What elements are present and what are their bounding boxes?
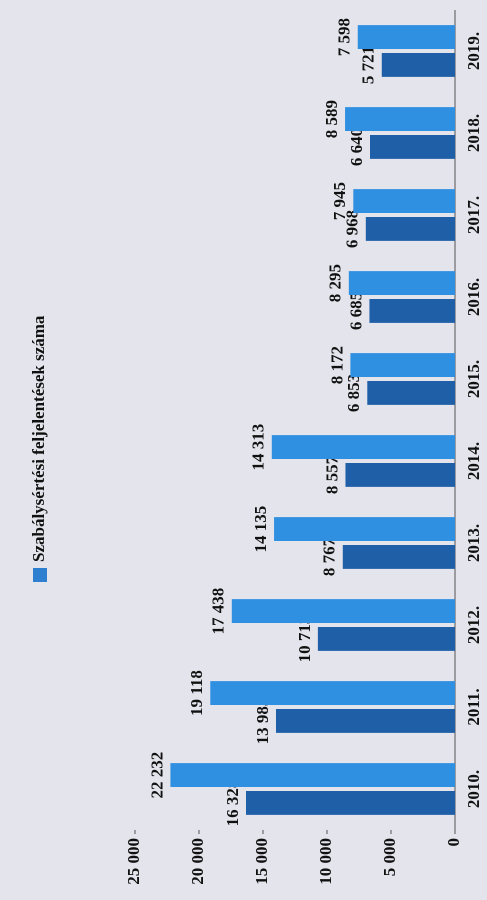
bar <box>232 599 455 623</box>
x-tick-label: 2017. <box>464 196 483 234</box>
bar <box>170 763 455 787</box>
x-tick-label: 2015. <box>464 360 483 398</box>
value-label: 8 767 <box>320 537 339 576</box>
x-tick-label: 2016. <box>464 278 483 316</box>
bar <box>350 353 455 377</box>
value-label: 7 598 <box>335 18 354 56</box>
y-tick-label: 5 000 <box>380 838 399 876</box>
bar <box>246 791 455 815</box>
y-tick-label: 25 000 <box>124 838 143 885</box>
bar <box>272 435 455 459</box>
value-label: 8 295 <box>326 264 345 302</box>
chart: Szabálysértési feljelentések száma 0 5 00… <box>0 0 487 900</box>
y-tick-label: 0 <box>444 838 463 847</box>
bar <box>318 627 455 651</box>
y-tick-label: 20 000 <box>188 838 207 885</box>
bar <box>366 217 455 241</box>
x-tick-label: 2010. <box>464 770 483 808</box>
bar <box>367 381 455 405</box>
value-label: 6 685 <box>346 292 365 330</box>
bar <box>369 299 455 323</box>
value-label: 8 557 <box>322 455 341 494</box>
value-label: 6 640 <box>347 128 366 166</box>
x-tick-label: 2013. <box>464 524 483 562</box>
bar <box>382 53 455 77</box>
x-tick-label: 2019. <box>464 32 483 70</box>
value-label: 8 172 <box>327 346 346 384</box>
bar <box>353 189 455 213</box>
bar <box>345 107 455 131</box>
value-label: 22 232 <box>147 752 166 799</box>
legend-marker <box>33 568 47 582</box>
value-label: 14 313 <box>249 424 268 471</box>
bar <box>358 25 455 49</box>
bar <box>345 463 455 487</box>
legend-label: Szabálysértési feljelentések száma <box>29 315 48 562</box>
bar <box>210 681 455 705</box>
value-label: 6 853 <box>344 374 363 412</box>
bar <box>274 517 455 541</box>
x-tick-label: 2014. <box>464 442 483 480</box>
value-label: 17 438 <box>209 588 228 635</box>
y-tick-label: 15 000 <box>252 838 271 885</box>
bar <box>276 709 455 733</box>
bar <box>349 271 455 295</box>
x-tick-label: 2012. <box>464 606 483 644</box>
x-tick-label: 2011. <box>464 688 483 725</box>
bar <box>343 545 455 569</box>
bar <box>370 135 455 159</box>
x-tick-label: 2018. <box>464 114 483 152</box>
value-label: 8 589 <box>322 100 341 138</box>
value-label: 19 118 <box>187 670 206 716</box>
y-tick-label: 10 000 <box>316 838 335 885</box>
value-label: 5 721 <box>359 46 378 84</box>
value-label: 14 135 <box>251 506 270 553</box>
page: Szabálysértési feljelentések száma 0 5 00… <box>0 0 487 900</box>
value-label: 7 945 <box>330 182 349 220</box>
